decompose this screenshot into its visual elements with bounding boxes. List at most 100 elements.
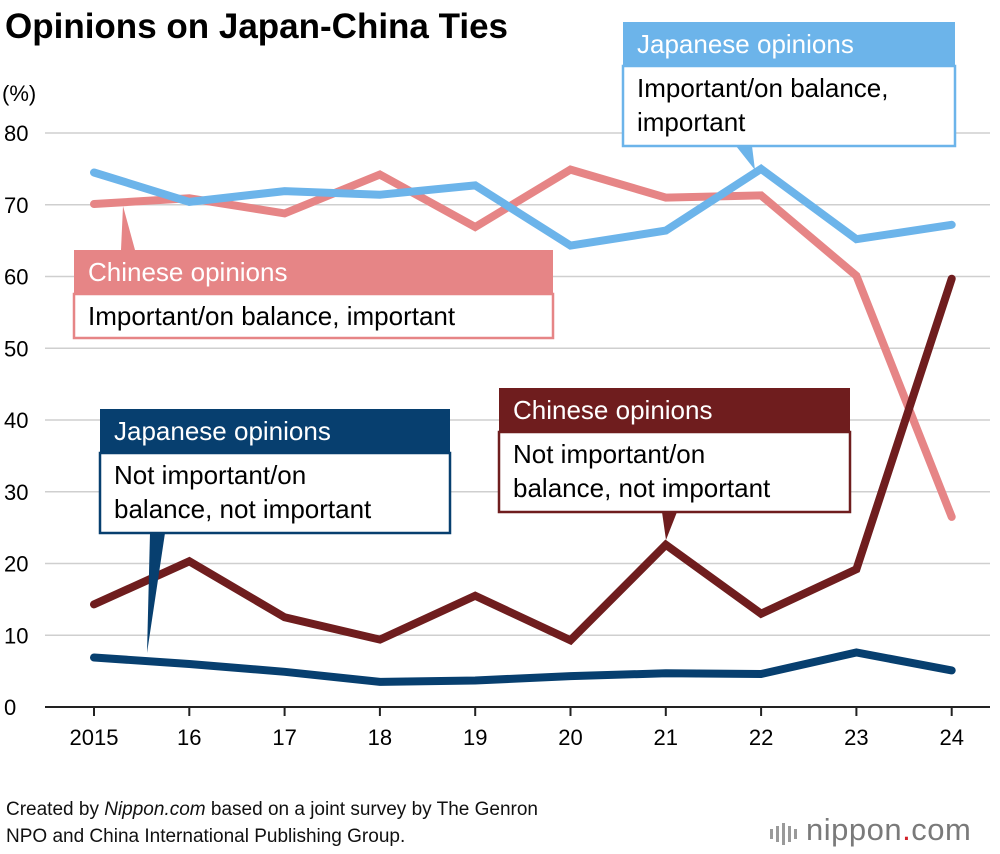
data-point-jp_not_important [281, 668, 289, 676]
data-point-jp_important [948, 221, 956, 229]
source-prefix: Created by [6, 799, 105, 820]
legend-description: important [637, 107, 746, 137]
legend-header-box [100, 409, 450, 453]
data-point-jp_important [471, 181, 479, 189]
data-point-jp_important [567, 242, 574, 250]
data-point-cn_not_important [852, 565, 860, 573]
data-point-jp_not_important [376, 678, 384, 686]
legend-header-box [499, 388, 850, 432]
legend-jp_important: Japanese opinions Important/on balance, im… [621, 22, 957, 170]
logo-tld: com [911, 812, 972, 847]
data-point-jp_important [90, 168, 98, 176]
legend-cn_important: Chinese opinions Important/on balance, im… [72, 206, 555, 340]
data-point-cn_important [376, 171, 384, 179]
data-point-cn_important [662, 194, 670, 202]
logo-dot: . [902, 812, 912, 847]
source-line2: NPO and China International Publishing G… [6, 826, 406, 847]
legend-pointer [147, 533, 165, 653]
data-point-jp_not_important [662, 669, 670, 677]
legend-body-box [98, 451, 452, 535]
chart-title: Opinions on Japan-China Ties [5, 7, 508, 46]
y-tick-label: 10 [4, 623, 28, 648]
data-point-jp_not_important [90, 653, 98, 661]
data-point-cn_not_important [185, 557, 193, 565]
data-point-cn_not_important [567, 636, 574, 644]
data-point-jp_not_important [567, 672, 574, 680]
legend-title: Chinese opinions [88, 257, 287, 287]
data-point-jp_not_important [185, 660, 193, 668]
y-tick-label: 30 [4, 480, 28, 505]
legend-title: Japanese opinions [637, 29, 854, 59]
x-tick-label: 21 [654, 725, 678, 750]
source-suffix: based on a joint survey by The Genron [205, 799, 538, 820]
y-tick-label: 40 [4, 408, 28, 433]
data-point-jp_not_important [852, 648, 860, 656]
legend-header-box [623, 22, 955, 66]
x-tick-label: 20 [558, 725, 582, 750]
data-point-cn_important [471, 223, 479, 231]
data-point-cn_important [567, 166, 574, 174]
legend-description: Important/on balance, important [88, 301, 456, 331]
data-point-cn_important [281, 209, 289, 217]
y-tick-label: 0 [4, 695, 16, 720]
nippon-logo: nippon.com [770, 812, 1000, 852]
legend-header-box [74, 250, 553, 294]
legend-pointer [662, 512, 677, 540]
data-point-cn_not_important [948, 275, 956, 283]
data-point-cn_not_important [757, 610, 765, 618]
legend-pointer [121, 206, 135, 250]
data-point-jp_important [185, 198, 193, 206]
legend-callouts: Japanese opinions Important/on balance, im… [72, 22, 957, 653]
series-line-jp_important [90, 164, 956, 250]
x-axis: 2015 16 17 18 19 20 21 22 23 24 [70, 707, 964, 750]
y-tick-label: 60 [4, 265, 28, 290]
series-line-jp_not_important [90, 648, 956, 686]
x-tick-label: 24 [939, 725, 963, 750]
y-tick-label: 50 [4, 336, 28, 361]
y-tick-label: 70 [4, 193, 28, 218]
legend-description: Not important/on [513, 439, 705, 469]
x-tick-label: 16 [177, 725, 201, 750]
data-point-cn_important [757, 191, 765, 199]
data-point-jp_important [281, 187, 289, 195]
data-point-cn_not_important [471, 592, 479, 600]
logo-name: nippon [806, 812, 903, 847]
series-line-cn_important [90, 165, 956, 521]
legend-jp_not_important: Japanese opinions Not important/on balance… [98, 409, 452, 653]
legend-description: Important/on balance, [637, 73, 889, 103]
legend-description: Not important/on [114, 460, 306, 490]
data-point-jp_important [376, 191, 384, 199]
x-tick-label: 2015 [70, 725, 119, 750]
data-point-cn_important [948, 513, 956, 521]
source-note: Created by Nippon.com based on a joint s… [6, 796, 538, 850]
legend-pointer [736, 146, 755, 170]
legend-body-box [497, 430, 852, 514]
data-point-jp_important [757, 165, 765, 173]
series-lines [90, 164, 956, 686]
x-tick-label: 17 [272, 725, 296, 750]
logo-bars-icon [770, 814, 800, 850]
data-point-jp_not_important [948, 666, 956, 674]
data-point-jp_important [852, 235, 860, 243]
data-point-cn_not_important [281, 613, 289, 621]
legend-description: balance, not important [114, 494, 372, 524]
y-tick-label: 20 [4, 552, 28, 577]
data-point-cn_not_important [376, 636, 384, 644]
x-tick-label: 19 [463, 725, 487, 750]
series-line-cn_not_important [90, 274, 956, 646]
data-point-cn_important [852, 272, 860, 280]
legend-title: Chinese opinions [513, 395, 712, 425]
data-point-cn_important [90, 200, 98, 208]
legend-description: balance, not important [513, 473, 771, 503]
data-point-cn_not_important [90, 600, 98, 608]
legend-body-box [72, 292, 555, 340]
data-point-jp_not_important [757, 670, 765, 678]
data-point-jp_not_important [471, 676, 479, 684]
data-point-jp_important [662, 227, 670, 235]
source-site: Nippon.com [104, 799, 206, 820]
y-axis-label: (%) [2, 81, 36, 106]
legend-cn_not_important: Chinese opinions Not important/on balance,… [497, 388, 852, 540]
x-tick-label: 23 [844, 725, 868, 750]
y-tick-label: 80 [4, 121, 28, 146]
